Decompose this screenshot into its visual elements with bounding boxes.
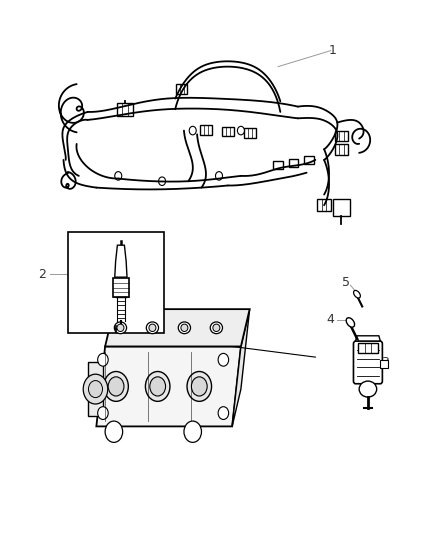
FancyBboxPatch shape	[317, 199, 331, 211]
Bar	[333, 199, 350, 216]
Ellipse shape	[353, 290, 360, 298]
Bar	[289, 159, 298, 166]
FancyBboxPatch shape	[335, 131, 348, 141]
Circle shape	[98, 407, 108, 419]
Bar	[273, 161, 283, 169]
FancyBboxPatch shape	[117, 102, 133, 116]
Text: 3: 3	[381, 356, 389, 369]
FancyBboxPatch shape	[222, 127, 234, 136]
Circle shape	[115, 172, 122, 180]
Circle shape	[98, 353, 108, 366]
FancyBboxPatch shape	[200, 125, 212, 135]
Ellipse shape	[117, 324, 124, 332]
Polygon shape	[355, 336, 381, 344]
Circle shape	[218, 407, 229, 419]
Text: 5: 5	[342, 276, 350, 289]
Bar	[113, 278, 129, 297]
Circle shape	[108, 377, 124, 396]
FancyBboxPatch shape	[244, 128, 256, 138]
Circle shape	[218, 353, 229, 366]
Circle shape	[83, 374, 108, 404]
Ellipse shape	[359, 381, 377, 397]
Bar	[380, 360, 388, 368]
Text: 4: 4	[327, 313, 335, 326]
Bar	[304, 156, 314, 164]
Ellipse shape	[146, 322, 159, 334]
Polygon shape	[105, 309, 250, 346]
Circle shape	[184, 421, 201, 442]
Circle shape	[105, 421, 123, 442]
Polygon shape	[115, 245, 127, 277]
Text: 1: 1	[329, 44, 337, 57]
Polygon shape	[232, 309, 250, 426]
Circle shape	[150, 377, 166, 396]
Circle shape	[104, 372, 128, 401]
Circle shape	[215, 172, 223, 180]
Circle shape	[88, 381, 102, 398]
Bar	[358, 343, 378, 353]
Bar	[68, 232, 164, 333]
Ellipse shape	[210, 322, 223, 334]
Text: 2: 2	[38, 268, 46, 281]
FancyBboxPatch shape	[176, 84, 187, 94]
Circle shape	[187, 372, 212, 401]
Circle shape	[189, 126, 196, 135]
Ellipse shape	[346, 318, 355, 327]
Ellipse shape	[213, 324, 220, 332]
FancyBboxPatch shape	[353, 341, 382, 384]
Circle shape	[145, 372, 170, 401]
Circle shape	[237, 126, 244, 135]
FancyBboxPatch shape	[335, 144, 348, 155]
Ellipse shape	[178, 322, 191, 334]
Ellipse shape	[149, 324, 156, 332]
Ellipse shape	[181, 324, 188, 332]
Circle shape	[159, 177, 166, 185]
Polygon shape	[88, 362, 103, 416]
Ellipse shape	[114, 322, 127, 334]
Polygon shape	[96, 346, 241, 426]
Circle shape	[191, 377, 207, 396]
